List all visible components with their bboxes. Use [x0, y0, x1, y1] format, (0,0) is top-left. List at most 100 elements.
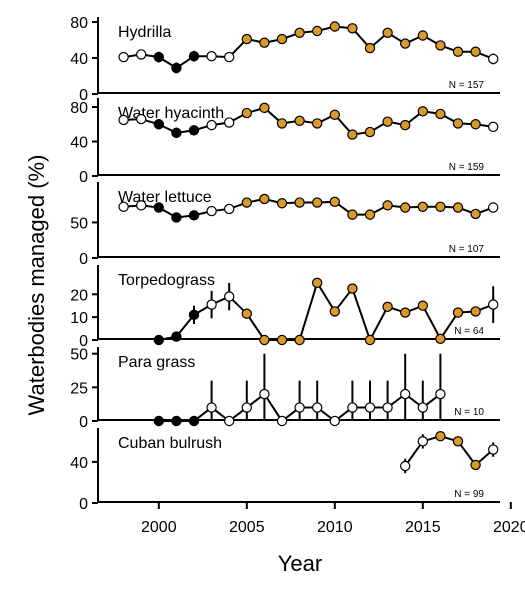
- x-tick-label: 2000: [141, 519, 177, 536]
- data-point: [188, 125, 200, 136]
- y-axis-title: Waterbodies managed (%): [24, 155, 49, 416]
- data-point: [452, 46, 464, 57]
- y-tick-label: 80: [70, 15, 88, 32]
- data-point: [417, 201, 428, 212]
- data-point: [241, 308, 252, 319]
- data-point: [259, 334, 270, 346]
- data-point: [135, 49, 147, 60]
- data-point: [312, 277, 323, 289]
- y-tick-label: 40: [70, 51, 88, 68]
- panel-hydrilla: 0 40 80 Hydrilla N = 157: [70, 15, 500, 104]
- data-point: [364, 402, 376, 413]
- data-point: [276, 415, 288, 427]
- data-point: [382, 200, 393, 211]
- panel-label: Torpedograss: [118, 272, 215, 289]
- y-tick-label: 0: [79, 333, 88, 350]
- data-point: [312, 25, 323, 37]
- n-label: N = 99: [454, 489, 484, 500]
- data-point: [452, 118, 464, 129]
- data-point: [241, 402, 252, 413]
- data-point: [347, 402, 358, 413]
- data-point: [452, 202, 464, 213]
- data-point: [470, 46, 481, 57]
- data-point: [171, 331, 182, 342]
- data-point: [188, 309, 200, 321]
- y-tick-label: 50: [70, 215, 88, 232]
- data-point: [171, 127, 182, 139]
- data-point: [347, 23, 358, 34]
- panel-torpedograss: 0 10 20 Torpedograss N = 64: [70, 265, 500, 350]
- data-point: [294, 27, 305, 38]
- data-point: [276, 33, 288, 45]
- n-label: N = 157: [449, 80, 485, 91]
- data-point: [312, 402, 323, 413]
- n-label: N = 159: [449, 162, 485, 173]
- data-point: [329, 306, 340, 317]
- data-point: [382, 116, 393, 127]
- data-point: [417, 402, 428, 413]
- series-line: [123, 25, 494, 70]
- n-label: N = 10: [454, 407, 484, 418]
- data-point: [312, 118, 323, 129]
- data-point: [435, 333, 446, 345]
- data-point: [347, 129, 358, 140]
- data-point: [400, 202, 411, 213]
- y-tick-label: 10: [70, 310, 88, 327]
- n-label: N = 64: [454, 326, 484, 337]
- x-tick-label: 2005: [229, 519, 265, 536]
- data-point: [206, 205, 217, 217]
- data-point: [347, 283, 358, 294]
- data-point: [435, 40, 446, 51]
- data-point: [347, 209, 358, 220]
- data-point: [294, 197, 305, 208]
- data-point: [364, 42, 376, 54]
- data-point: [223, 117, 235, 128]
- data-point: [294, 334, 305, 346]
- data-point: [382, 301, 393, 313]
- data-point: [435, 430, 446, 442]
- data-point: [488, 299, 499, 310]
- data-point: [488, 444, 499, 455]
- series-line: [158, 280, 494, 343]
- data-point: [188, 415, 200, 427]
- data-point: [400, 119, 411, 131]
- data-point: [488, 202, 499, 213]
- data-point: [382, 402, 393, 413]
- data-point: [153, 415, 164, 427]
- data-point: [118, 201, 129, 212]
- data-point: [417, 30, 428, 41]
- data-point: [488, 53, 499, 65]
- data-point: [364, 126, 376, 138]
- data-point: [417, 436, 428, 447]
- data-point: [294, 115, 305, 127]
- data-point: [241, 107, 252, 119]
- data-point: [400, 38, 411, 49]
- data-point: [329, 109, 340, 120]
- data-point: [223, 203, 235, 215]
- panel-label: Cuban bulrush: [118, 435, 222, 452]
- data-point: [171, 62, 182, 74]
- data-point: [417, 300, 428, 311]
- data-point: [329, 21, 340, 32]
- data-point: [488, 121, 499, 133]
- data-point: [171, 415, 182, 427]
- data-point: [294, 402, 305, 413]
- data-point: [259, 388, 270, 400]
- y-tick-label: 0: [79, 496, 88, 513]
- data-point: [118, 114, 129, 126]
- data-point: [400, 460, 411, 472]
- data-point: [400, 307, 411, 318]
- data-point: [206, 299, 217, 310]
- data-point: [118, 51, 129, 63]
- data-point: [223, 415, 235, 427]
- y-tick-label: 25: [70, 380, 88, 397]
- y-tick-label: 0: [79, 251, 88, 268]
- data-point: [364, 209, 376, 220]
- data-point: [259, 37, 270, 48]
- y-tick-label: 0: [79, 169, 88, 186]
- data-point: [470, 208, 481, 220]
- y-tick-label: 80: [70, 100, 88, 117]
- panel-label: Para grass: [118, 354, 195, 371]
